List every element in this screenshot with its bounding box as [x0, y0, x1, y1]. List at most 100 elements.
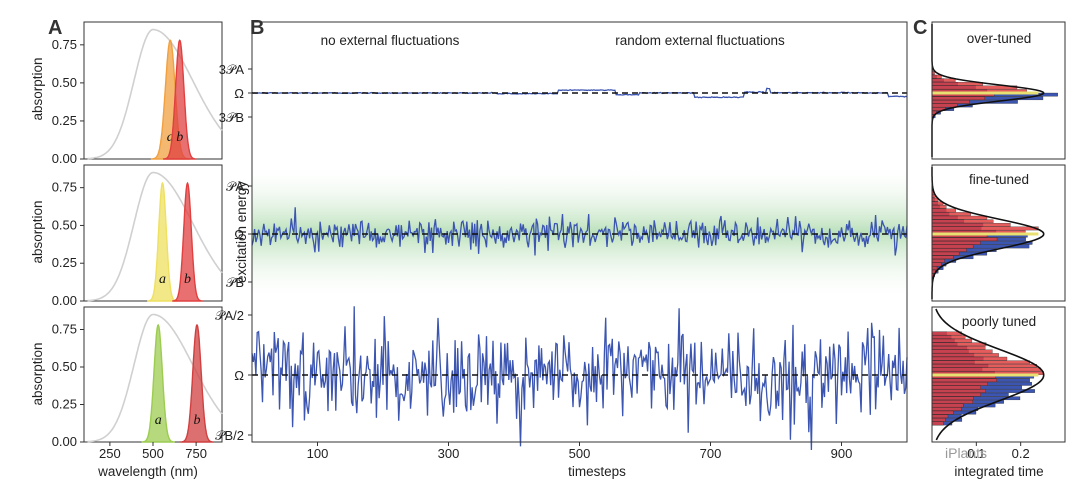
panel-a-ytick-label: 0.50	[52, 217, 77, 232]
panel-b-xtick-label: 100	[307, 446, 329, 461]
excitation-trace-3	[251, 306, 908, 451]
panel-a-ytick-label: 0.50	[52, 75, 77, 90]
panel-a-ytick-label: 0.50	[52, 359, 77, 374]
histogram-bar-a	[931, 331, 962, 336]
histogram-center-bar	[932, 91, 1039, 95]
histogram-bar-a	[931, 389, 986, 393]
absorption-peak-b	[162, 39, 197, 160]
gaussian-fit-curve	[931, 167, 1045, 299]
panel-a-ylabel-3: absorption	[30, 342, 45, 405]
panel-a-ytick-label: 0.25	[52, 397, 77, 412]
histogram-bar-a	[931, 241, 981, 245]
panel-b-xtick-label: 500	[569, 446, 591, 461]
panel-a-xtick-label: 750	[185, 446, 207, 461]
panel-b-ytick-label: Ω	[234, 86, 244, 101]
panel-a-ytick-label: 0.75	[52, 322, 77, 337]
histogram-bar-a	[931, 356, 1008, 361]
histogram-bar-a	[931, 226, 1039, 231]
panel-c-ticks: 0.1 0.2	[967, 442, 1030, 461]
histogram-bar-a	[931, 342, 987, 347]
solar-spectrum-curve	[87, 171, 223, 302]
annotation-no-external: no external fluctuations	[321, 33, 460, 48]
histogram-bar-a	[931, 103, 958, 108]
histogram-bar-a	[931, 100, 970, 104]
panel-c-xlabel: integrated time	[954, 464, 1043, 479]
panel-a-xtick-label: 500	[142, 446, 164, 461]
panel-a-frame-2	[83, 164, 223, 302]
panel-c: over-tuned fine-tuned poorly tuned 0.1 0.…	[931, 21, 1066, 479]
histogram-bar-a	[931, 378, 997, 383]
histogram-bar-a	[931, 418, 946, 422]
excitation-trace-2	[251, 207, 908, 256]
panel-b-ytick-label: 𝒫A	[226, 179, 244, 194]
histogram-bar-a	[931, 364, 1037, 368]
panel-a-xtick-label: 250	[99, 446, 121, 461]
histogram-bar-a	[931, 212, 971, 216]
panel-a-ticks: 0.00 0.25 0.50 0.75 0.00 0.25 0.50 0.75 0.00 0.25…	[52, 37, 207, 461]
panel-c-title-1: over-tuned	[967, 31, 1032, 46]
excitation-trace-1	[251, 87, 908, 99]
histogram-bar-a	[931, 208, 956, 213]
panel-a-curves: a ba ba b	[87, 28, 223, 443]
histogram-bar-a	[931, 244, 974, 249]
histogram-bar-a	[931, 346, 986, 350]
panel-c-frame-1	[931, 21, 1066, 160]
histogram-bar-a	[931, 338, 973, 343]
panel-a-ytick-label: 0.75	[52, 180, 77, 195]
histogram-bar-a	[931, 414, 949, 419]
panel-a-xlabel: wavelength (nm)	[97, 464, 198, 479]
histogram-bar-a	[931, 219, 994, 224]
panel-a-ylabel-2: absorption	[30, 200, 45, 263]
panel-b: 3𝒫A Ω 3𝒫B 𝒫A Ω 𝒫B 𝒫A/2 Ω 𝒫B/2 100 300 500 700 900 no …	[215, 21, 908, 479]
histogram-bar-a	[931, 205, 947, 209]
annotation-random-external: random external fluctuations	[615, 33, 785, 48]
histogram-bar-a	[931, 215, 988, 220]
peak-label-a: a	[167, 130, 174, 145]
histogram-bar-a	[931, 396, 974, 401]
histogram-bar-a	[931, 335, 966, 339]
panel-b-ytick-label: 𝒫A/2	[215, 308, 244, 323]
histogram-bar-a	[931, 78, 956, 83]
panel-a-ytick-label: 0.25	[52, 255, 77, 270]
panel-b-ytick-label: 𝒫B	[226, 275, 244, 290]
panel-a-ylabel-1: absorption	[30, 57, 45, 120]
histogram-bar-a	[931, 349, 993, 354]
absorption-peak-b	[180, 323, 214, 443]
absorption-peak-a	[147, 181, 178, 302]
panel-b-xtick-label: 300	[438, 446, 460, 461]
peak-label-a: a	[159, 272, 166, 287]
histogram-bar-a	[931, 255, 954, 260]
histogram-bar-a	[931, 353, 999, 357]
histogram-bar-a	[931, 400, 973, 404]
absorption-peak-a	[141, 323, 175, 443]
histogram-bar-a	[931, 96, 985, 101]
histogram-center-bar	[932, 373, 1039, 377]
histogram-bar-a	[931, 360, 1030, 365]
histogram-bar-a	[931, 403, 964, 408]
absorption-peak-b	[172, 181, 203, 302]
panel-b-ytick-label: Ω	[234, 227, 244, 242]
panel-c-xtick-label: 0.1	[967, 446, 985, 461]
histogram-bar-a	[931, 223, 1011, 227]
histogram-bar-a	[931, 266, 938, 270]
panel-c-xtick-label: 0.2	[1012, 446, 1030, 461]
panel-b-ytick-label: Ω	[234, 368, 244, 383]
histogram-bar-a	[931, 385, 981, 390]
panel-b-ytick-label: 3𝒫B	[219, 110, 244, 125]
panel-label-c: C	[913, 17, 927, 39]
panel-b-xlabel: timesteps	[568, 464, 626, 479]
gaussian-fit-curve	[935, 308, 1045, 441]
peak-label-a: a	[155, 413, 162, 428]
panel-b-xtick-label: 900	[831, 446, 853, 461]
histogram-center-bar	[932, 232, 1039, 236]
histogram-bar-a	[931, 251, 960, 256]
histogram-bar-a	[931, 392, 981, 397]
solar-spectrum-curve	[87, 28, 223, 160]
panel-b-ytick-label: 3𝒫A	[219, 62, 245, 77]
panel-a-ytick-label: 0.00	[52, 151, 77, 166]
histogram-bar-a	[931, 410, 954, 415]
histogram-bar-a	[931, 237, 998, 242]
histogram-bar-a	[931, 421, 944, 426]
histogram-bar-a	[931, 262, 942, 267]
